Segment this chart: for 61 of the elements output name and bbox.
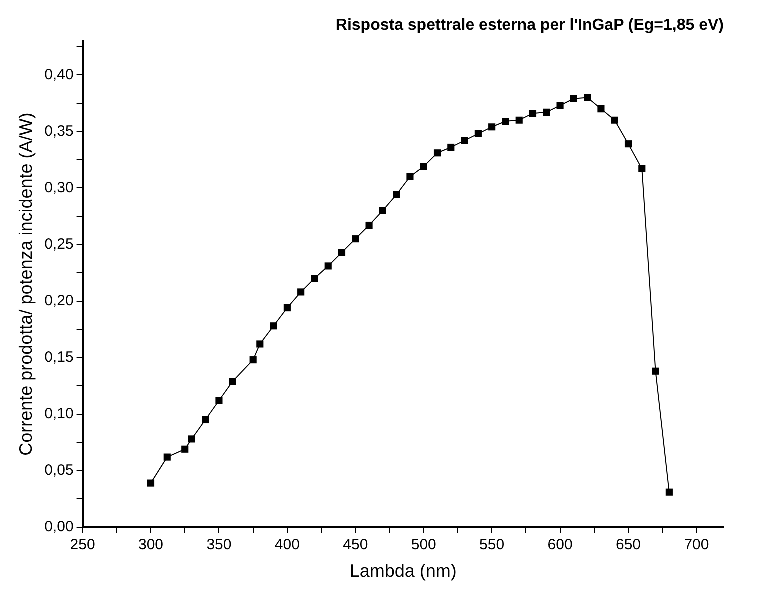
point (284, 304, 291, 312)
point (584, 94, 592, 102)
point (311, 275, 318, 282)
point (570, 95, 578, 102)
point (182, 446, 189, 453)
x-axis-title: Lambda (nm) (350, 561, 457, 582)
point (434, 150, 442, 157)
y-tick-label: 0,30 (44, 179, 74, 196)
point (638, 165, 646, 173)
point (338, 249, 346, 256)
point (147, 480, 155, 487)
point (352, 236, 360, 243)
point (420, 163, 428, 170)
point (406, 173, 414, 180)
y-tick-label: 0,20 (44, 292, 74, 310)
point (216, 397, 223, 404)
y-tick-label: 0,00 (44, 518, 74, 536)
y-axis-title: Corrente prodotta/ potenza incidente (A/W) (16, 112, 36, 456)
point (461, 137, 468, 144)
point (529, 110, 537, 118)
point (250, 356, 257, 364)
point (598, 106, 605, 113)
x-tick-label: 250 (70, 536, 96, 554)
y-tick-label: 0,15 (44, 348, 74, 366)
chart-title: Risposta spettrale esterna per l'InGaP (Eg=1,85 eV) (336, 17, 724, 34)
y-tick-label: 0,10 (44, 405, 74, 422)
point (474, 130, 482, 138)
point (502, 118, 510, 126)
point (366, 222, 373, 230)
x-tick-label: 350 (206, 536, 232, 554)
point (652, 368, 660, 375)
point (624, 140, 632, 148)
y-tick-label: 0,35 (44, 122, 74, 140)
point (379, 207, 386, 214)
x-tick-label: 500 (411, 536, 436, 554)
x-tick-label: 550 (480, 536, 505, 554)
point (393, 191, 400, 199)
point (324, 262, 332, 270)
y-tick-label: 0,40 (44, 66, 74, 84)
point (543, 108, 550, 116)
point (448, 144, 455, 152)
x-tick-label: 700 (684, 536, 710, 554)
y-tick-label: 0,25 (44, 236, 74, 253)
point (188, 436, 196, 443)
point (611, 116, 618, 124)
point (229, 378, 236, 386)
x-tick-label: 600 (548, 536, 573, 554)
point (256, 340, 264, 348)
point (556, 102, 564, 110)
point (298, 288, 305, 296)
y-tick-label: 0,05 (44, 462, 74, 480)
point (666, 488, 673, 496)
x-tick-label: 450 (343, 536, 368, 554)
point (202, 416, 210, 424)
point (164, 454, 171, 461)
point (488, 124, 496, 131)
point (516, 116, 523, 124)
x-tick-label: 400 (274, 536, 300, 554)
x-tick-label: 300 (138, 536, 164, 554)
point (270, 322, 278, 330)
x-tick-label: 650 (616, 536, 642, 554)
